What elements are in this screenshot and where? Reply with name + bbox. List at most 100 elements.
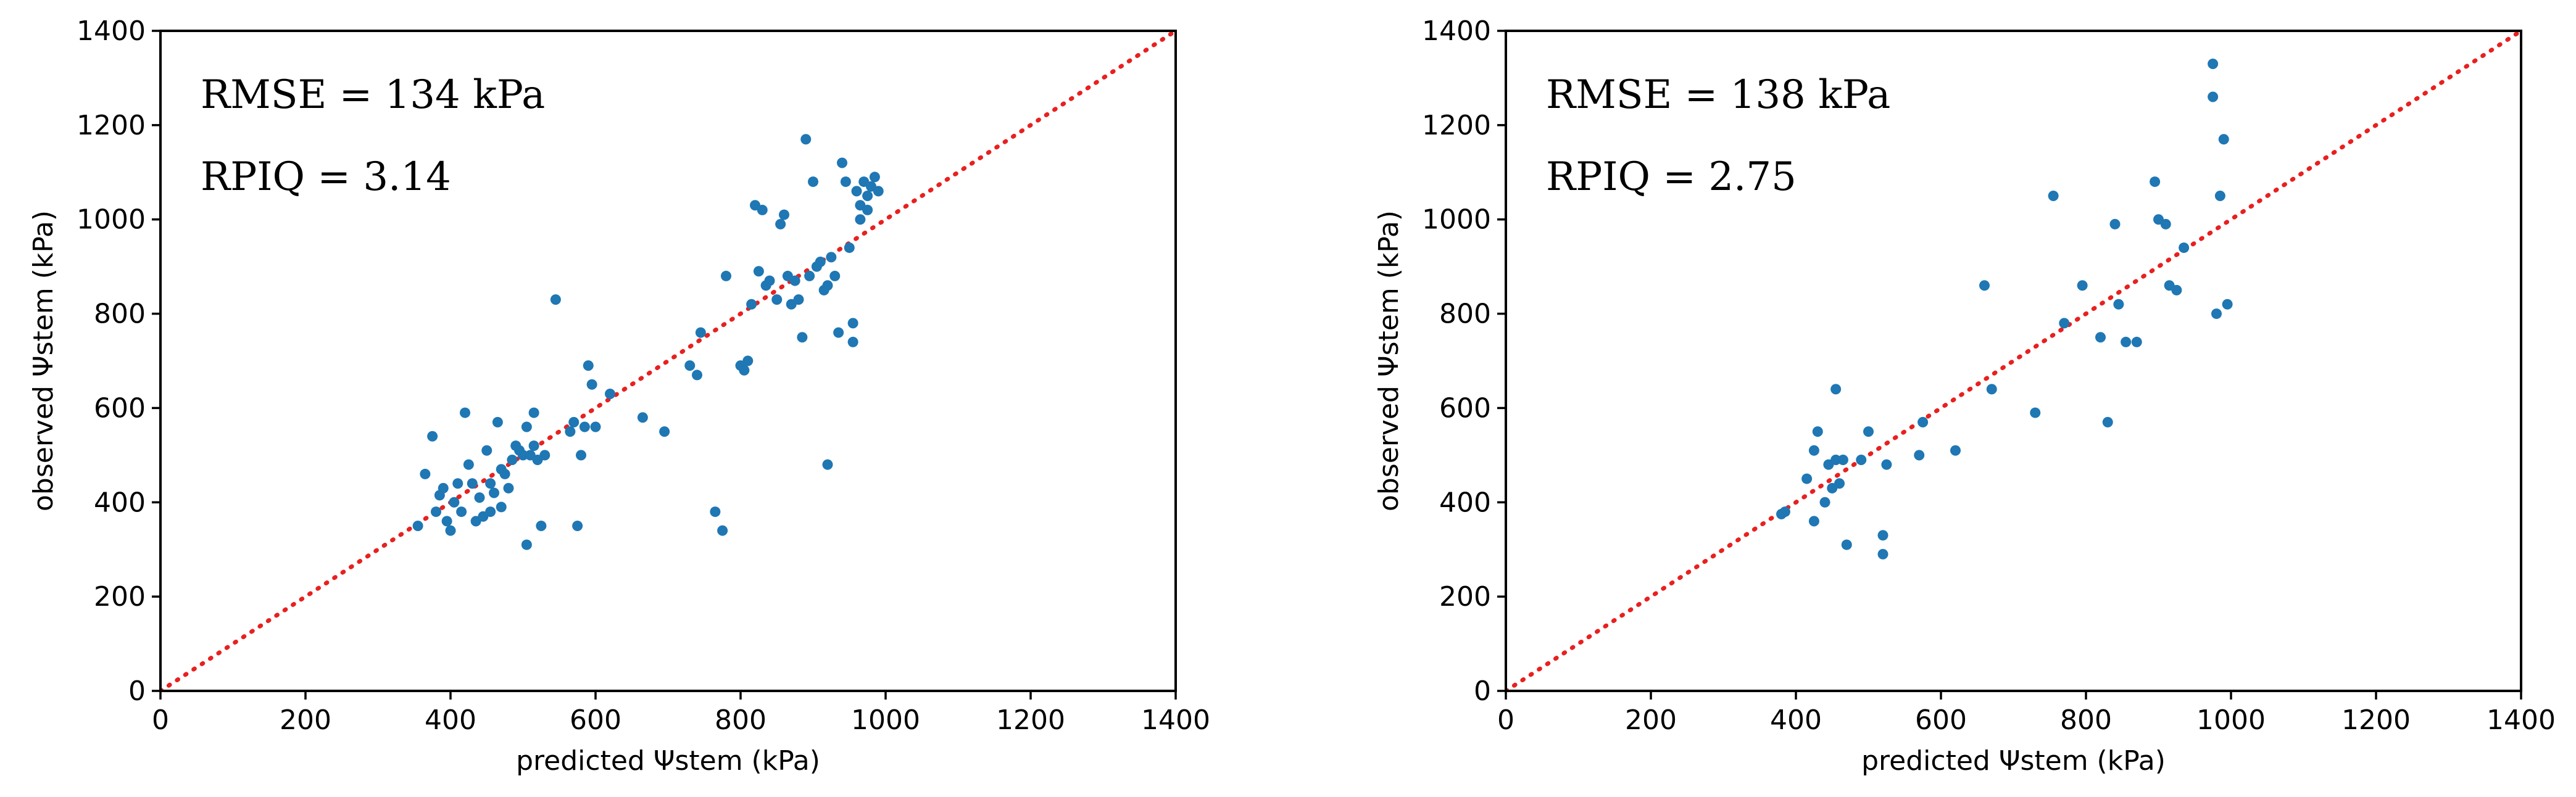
data-point: [2208, 91, 2219, 102]
data-point: [1834, 478, 1845, 489]
data-point: [659, 426, 670, 437]
data-point: [499, 468, 510, 479]
data-point: [518, 450, 528, 461]
x-tick-label: 400: [425, 704, 476, 736]
data-point: [833, 327, 844, 338]
one-to-one-line: [160, 31, 1176, 691]
data-point: [427, 431, 438, 442]
data-point: [869, 171, 880, 183]
data-point: [1914, 450, 1925, 461]
data-point: [1830, 455, 1842, 465]
data-points: [412, 134, 884, 550]
data-point: [804, 270, 815, 281]
x-axis-title: predicted Ψstem (kPa): [516, 745, 820, 777]
data-point: [2030, 407, 2041, 418]
data-point: [550, 294, 561, 305]
data-point: [1808, 445, 1819, 456]
y-tick-label: 200: [94, 581, 146, 613]
y-tick-label: 0: [1474, 675, 1491, 707]
data-point: [2171, 284, 2182, 295]
x-tick-label: 400: [1770, 704, 1822, 736]
y-axis-title: observed Ψstem (kPa): [1373, 210, 1405, 511]
data-point: [1830, 384, 1842, 395]
data-point: [412, 521, 423, 531]
data-point: [1841, 539, 1852, 550]
data-point: [539, 450, 551, 461]
x-tick-label: 1000: [2196, 704, 2266, 736]
data-point: [2131, 336, 2142, 347]
data-point: [822, 459, 833, 470]
data-point: [583, 360, 594, 371]
data-point: [779, 209, 789, 220]
data-point: [1986, 384, 1997, 395]
data-points: [1776, 59, 2233, 560]
data-point: [1877, 548, 1888, 560]
data-point: [862, 204, 873, 215]
data-point: [449, 497, 460, 508]
data-point: [746, 299, 757, 310]
data-point: [441, 516, 452, 527]
plot-frame: [1505, 30, 2522, 692]
metric-annotation: RPIQ = 2.75: [1546, 154, 1797, 200]
data-point: [1779, 506, 1790, 518]
x-tick-label: 1400: [2487, 704, 2556, 736]
metric-annotation: RMSE = 134 kPa: [201, 72, 545, 118]
x-tick-label: 1200: [2341, 704, 2411, 736]
data-point: [739, 365, 750, 376]
data-point: [684, 360, 696, 371]
y-tick-label: 200: [1439, 581, 1491, 613]
metric-annotation: RPIQ = 3.14: [201, 154, 451, 200]
data-point: [793, 294, 804, 305]
data-point: [692, 370, 702, 381]
data-point: [775, 218, 786, 229]
data-point: [847, 336, 858, 347]
data-point: [456, 506, 467, 518]
data-point: [1979, 280, 1990, 291]
data-point: [847, 318, 858, 329]
data-point: [572, 521, 583, 531]
data-point: [1856, 455, 1867, 465]
x-tick-label: 800: [2060, 704, 2112, 736]
data-point: [2160, 218, 2171, 229]
data-point: [528, 440, 539, 452]
data-point: [771, 294, 783, 305]
x-tick-label: 600: [1915, 704, 1967, 736]
y-tick-label: 1400: [77, 15, 146, 47]
x-tick-label: 800: [715, 704, 767, 736]
data-point: [1950, 445, 1961, 456]
x-tick-label: 1400: [1141, 704, 1210, 736]
y-tick-label: 800: [94, 299, 146, 330]
data-point: [822, 280, 833, 291]
data-point: [438, 482, 449, 493]
data-point: [1837, 455, 1848, 465]
data-point: [605, 389, 615, 399]
data-point: [2222, 299, 2233, 310]
y-tick-label: 1200: [77, 110, 146, 141]
y-tick-label: 600: [1439, 392, 1491, 424]
y-tick-label: 1000: [77, 204, 146, 236]
data-point: [565, 426, 576, 437]
x-tick-label: 200: [1625, 704, 1677, 736]
data-point: [528, 407, 539, 418]
data-point: [489, 487, 499, 498]
x-tick-label: 600: [570, 704, 621, 736]
y-tick-label: 0: [128, 675, 146, 707]
y-tick-label: 1400: [1422, 15, 1491, 47]
data-point: [695, 327, 706, 338]
x-axis-title: predicted Ψstem (kPa): [1861, 745, 2166, 777]
data-point: [753, 266, 764, 277]
data-point: [1881, 459, 1892, 470]
data-point: [815, 257, 826, 267]
data-point: [445, 525, 456, 536]
x-tick-label: 0: [152, 704, 169, 736]
data-point: [586, 379, 597, 390]
scatter-panel-2: 0 200 400 600 800 1000 1200 1400 0 200 400 600 800 10…: [1373, 15, 2556, 777]
data-point: [637, 412, 648, 423]
data-point: [2214, 191, 2225, 201]
data-point: [536, 521, 547, 531]
data-point: [1801, 473, 1813, 484]
data-point: [789, 275, 800, 286]
data-point: [797, 332, 808, 343]
data-point: [1877, 530, 1888, 541]
y-tick-label: 600: [94, 392, 146, 424]
